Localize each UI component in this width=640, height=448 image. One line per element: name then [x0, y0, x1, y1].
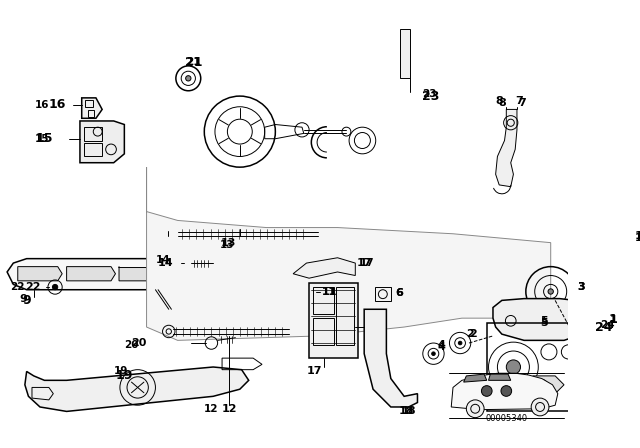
- Text: 8: 8: [495, 96, 503, 107]
- Text: 6: 6: [396, 288, 403, 298]
- Circle shape: [467, 400, 484, 418]
- Bar: [313, 318, 334, 345]
- Bar: [375, 287, 391, 301]
- Text: 00005340: 00005340: [485, 414, 527, 423]
- Polygon shape: [302, 287, 318, 301]
- Polygon shape: [18, 267, 62, 281]
- Text: 15: 15: [36, 132, 53, 145]
- Text: 22: 22: [25, 282, 40, 292]
- Text: 21: 21: [186, 57, 201, 67]
- Text: 4: 4: [437, 340, 445, 350]
- Circle shape: [531, 398, 549, 416]
- Bar: [336, 287, 353, 345]
- Text: 2: 2: [469, 329, 477, 339]
- Bar: [88, 110, 94, 116]
- Text: 7: 7: [515, 96, 523, 107]
- Text: 5: 5: [540, 316, 547, 326]
- Circle shape: [501, 386, 511, 396]
- Polygon shape: [463, 374, 487, 382]
- Text: 19: 19: [114, 366, 128, 376]
- Bar: [313, 287, 334, 314]
- Text: 7: 7: [518, 98, 526, 108]
- Bar: [84, 127, 102, 141]
- Polygon shape: [495, 109, 517, 187]
- Text: 9: 9: [20, 293, 28, 304]
- Polygon shape: [488, 374, 511, 380]
- Text: 23: 23: [422, 89, 436, 99]
- Text: 23: 23: [422, 90, 439, 103]
- Polygon shape: [67, 267, 115, 281]
- Text: 17: 17: [307, 366, 322, 376]
- Bar: [400, 30, 410, 78]
- Text: 13: 13: [220, 240, 235, 250]
- Text: 12: 12: [221, 404, 237, 414]
- Text: 16: 16: [35, 100, 49, 110]
- Text: 17: 17: [357, 258, 372, 268]
- Circle shape: [186, 76, 191, 81]
- Text: 11: 11: [321, 287, 337, 297]
- Polygon shape: [25, 367, 249, 411]
- Polygon shape: [604, 220, 630, 256]
- Circle shape: [458, 341, 462, 345]
- Text: 10: 10: [635, 233, 640, 243]
- Text: 2: 2: [467, 329, 474, 339]
- Text: 14: 14: [158, 258, 173, 268]
- Text: 8: 8: [498, 98, 506, 108]
- Polygon shape: [119, 267, 153, 281]
- Text: 10: 10: [635, 232, 640, 241]
- Polygon shape: [493, 299, 604, 340]
- Polygon shape: [533, 376, 564, 394]
- Text: 24: 24: [600, 320, 614, 330]
- Circle shape: [548, 289, 554, 294]
- Polygon shape: [451, 373, 558, 409]
- Text: 19: 19: [115, 370, 133, 383]
- Bar: [85, 99, 93, 107]
- Text: 14: 14: [156, 254, 170, 264]
- Text: 3: 3: [577, 282, 585, 292]
- Circle shape: [481, 386, 492, 396]
- Text: 22: 22: [10, 282, 25, 292]
- Circle shape: [506, 360, 520, 374]
- Text: 16: 16: [49, 99, 66, 112]
- Text: 17: 17: [360, 258, 374, 268]
- Bar: [309, 283, 358, 358]
- Text: 4: 4: [437, 341, 445, 352]
- Text: 21: 21: [185, 56, 202, 69]
- Circle shape: [432, 352, 435, 355]
- Bar: [84, 143, 102, 156]
- Polygon shape: [147, 167, 550, 340]
- Polygon shape: [7, 258, 169, 290]
- Text: 12: 12: [204, 404, 219, 414]
- Text: 20: 20: [124, 340, 139, 350]
- Polygon shape: [80, 121, 124, 163]
- Polygon shape: [364, 309, 417, 407]
- Polygon shape: [293, 258, 355, 278]
- Text: 18: 18: [401, 406, 416, 417]
- Text: 1: 1: [609, 315, 617, 325]
- Text: 13: 13: [220, 237, 236, 248]
- Text: 20: 20: [131, 338, 147, 348]
- Polygon shape: [82, 98, 102, 118]
- Bar: [487, 323, 637, 411]
- Text: 18: 18: [399, 406, 415, 417]
- Text: 9: 9: [22, 294, 31, 307]
- Text: 5: 5: [540, 318, 547, 327]
- Text: 6: 6: [396, 288, 403, 298]
- Circle shape: [52, 284, 58, 290]
- Text: 15: 15: [35, 134, 49, 144]
- Text: 11: 11: [321, 287, 336, 297]
- Text: 24: 24: [595, 320, 613, 334]
- Text: 3: 3: [577, 282, 585, 292]
- Text: 1: 1: [609, 314, 617, 327]
